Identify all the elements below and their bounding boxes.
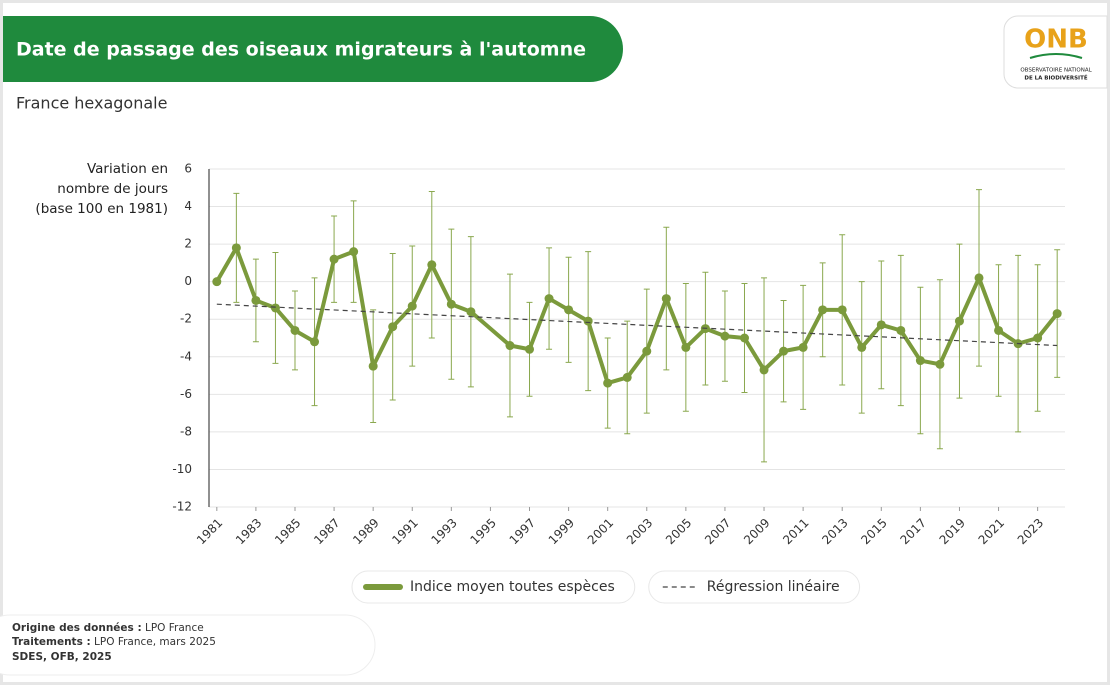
y-axis-label: Variation en — [87, 161, 168, 177]
point — [681, 342, 691, 352]
footer-text: Origine des données : LPO France — [12, 622, 204, 634]
y-tick-label: 0 — [184, 274, 192, 288]
footer-pill — [0, 614, 376, 676]
point — [857, 342, 867, 352]
legend-label: Indice moyen toutes espèces — [410, 579, 615, 595]
point — [661, 294, 671, 304]
point — [525, 344, 535, 354]
point — [368, 361, 378, 371]
point — [876, 320, 886, 330]
point — [564, 305, 574, 315]
y-axis-label: (base 100 en 1981) — [35, 201, 168, 217]
point — [407, 301, 417, 311]
point — [544, 294, 554, 304]
point — [837, 305, 847, 315]
y-tick-label: -8 — [180, 424, 192, 438]
point — [505, 341, 515, 351]
point — [270, 303, 280, 313]
footer-label: Origine des données : — [12, 622, 142, 634]
y-tick-label: 2 — [184, 237, 192, 251]
title: Date de passage des oiseaux migrateurs à… — [16, 39, 586, 61]
logo-name: ONB — [1024, 25, 1088, 55]
point — [798, 342, 808, 352]
point — [427, 260, 437, 270]
legend-item: Régression linéaire — [648, 570, 861, 604]
footer-value: LPO France, mars 2025 — [94, 636, 216, 648]
point — [251, 295, 261, 305]
y-tick-label: 4 — [184, 199, 192, 213]
footer-source: SDES, OFB, 2025 — [12, 651, 112, 663]
y-tick-label: -2 — [180, 312, 192, 326]
point — [329, 254, 339, 264]
point — [935, 359, 945, 369]
logo-line: DE LA BIODIVERSITÉ — [1024, 74, 1087, 82]
point — [446, 299, 456, 309]
point — [466, 307, 476, 317]
point — [720, 331, 730, 341]
logo-swoosh — [1029, 53, 1083, 59]
y-tick-label: -4 — [180, 349, 192, 363]
footer-text: Traitements : LPO France, mars 2025 — [12, 636, 216, 648]
point — [231, 243, 241, 253]
y-tick-label: -6 — [180, 387, 192, 401]
point — [994, 325, 1004, 335]
point — [915, 356, 925, 366]
footer-label: Traitements : — [12, 636, 91, 648]
point — [212, 277, 222, 287]
legend-pill — [648, 570, 861, 604]
point — [603, 378, 613, 388]
point — [290, 325, 300, 335]
footer-value: LPO France — [145, 622, 204, 634]
point — [759, 365, 769, 375]
point — [583, 316, 593, 326]
point — [954, 316, 964, 326]
legend-pill — [351, 570, 636, 604]
y-tick-label: -10 — [172, 462, 192, 476]
point — [622, 372, 632, 382]
point — [818, 305, 828, 315]
y-tick-label: -12 — [172, 500, 192, 514]
point — [779, 346, 789, 356]
point — [896, 325, 906, 335]
y-tick-label: 6 — [184, 162, 192, 176]
y-axis-label: nombre de jours — [57, 181, 168, 197]
subtitle: France hexagonale — [16, 94, 167, 113]
legend-label: Régression linéaire — [707, 579, 840, 595]
point — [1033, 333, 1043, 343]
point — [739, 333, 749, 343]
point — [642, 346, 652, 356]
logo-line: OBSERVATOIRE NATIONAL — [1020, 68, 1092, 74]
point — [974, 273, 984, 283]
point — [1052, 309, 1062, 319]
title-banner — [3, 16, 623, 82]
point — [310, 337, 320, 347]
logo-box — [1003, 15, 1108, 89]
card — [3, 3, 1107, 682]
legend-item: Indice moyen toutes espèces — [351, 570, 636, 604]
point — [388, 322, 398, 332]
point — [349, 247, 359, 257]
logo: ONB OBSERVATOIRE NATIONAL DE LA BIODIVER… — [1003, 15, 1108, 89]
